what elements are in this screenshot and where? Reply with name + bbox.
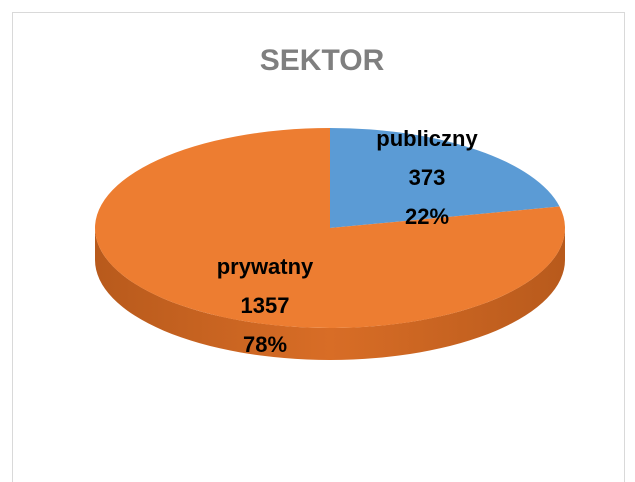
slice-percent-label: 78% xyxy=(243,332,287,357)
slice-category-label: prywatny xyxy=(217,254,314,279)
slice-category-label: publiczny xyxy=(376,126,478,151)
chart-title: SEKTOR xyxy=(260,44,385,77)
slice-value-label: 373 xyxy=(409,165,446,190)
pie-slice xyxy=(94,128,565,328)
pie-side xyxy=(95,228,565,360)
slice-percent-label: 22% xyxy=(405,204,449,229)
pie-slice xyxy=(330,128,560,228)
slice-value-label: 1357 xyxy=(241,293,290,318)
